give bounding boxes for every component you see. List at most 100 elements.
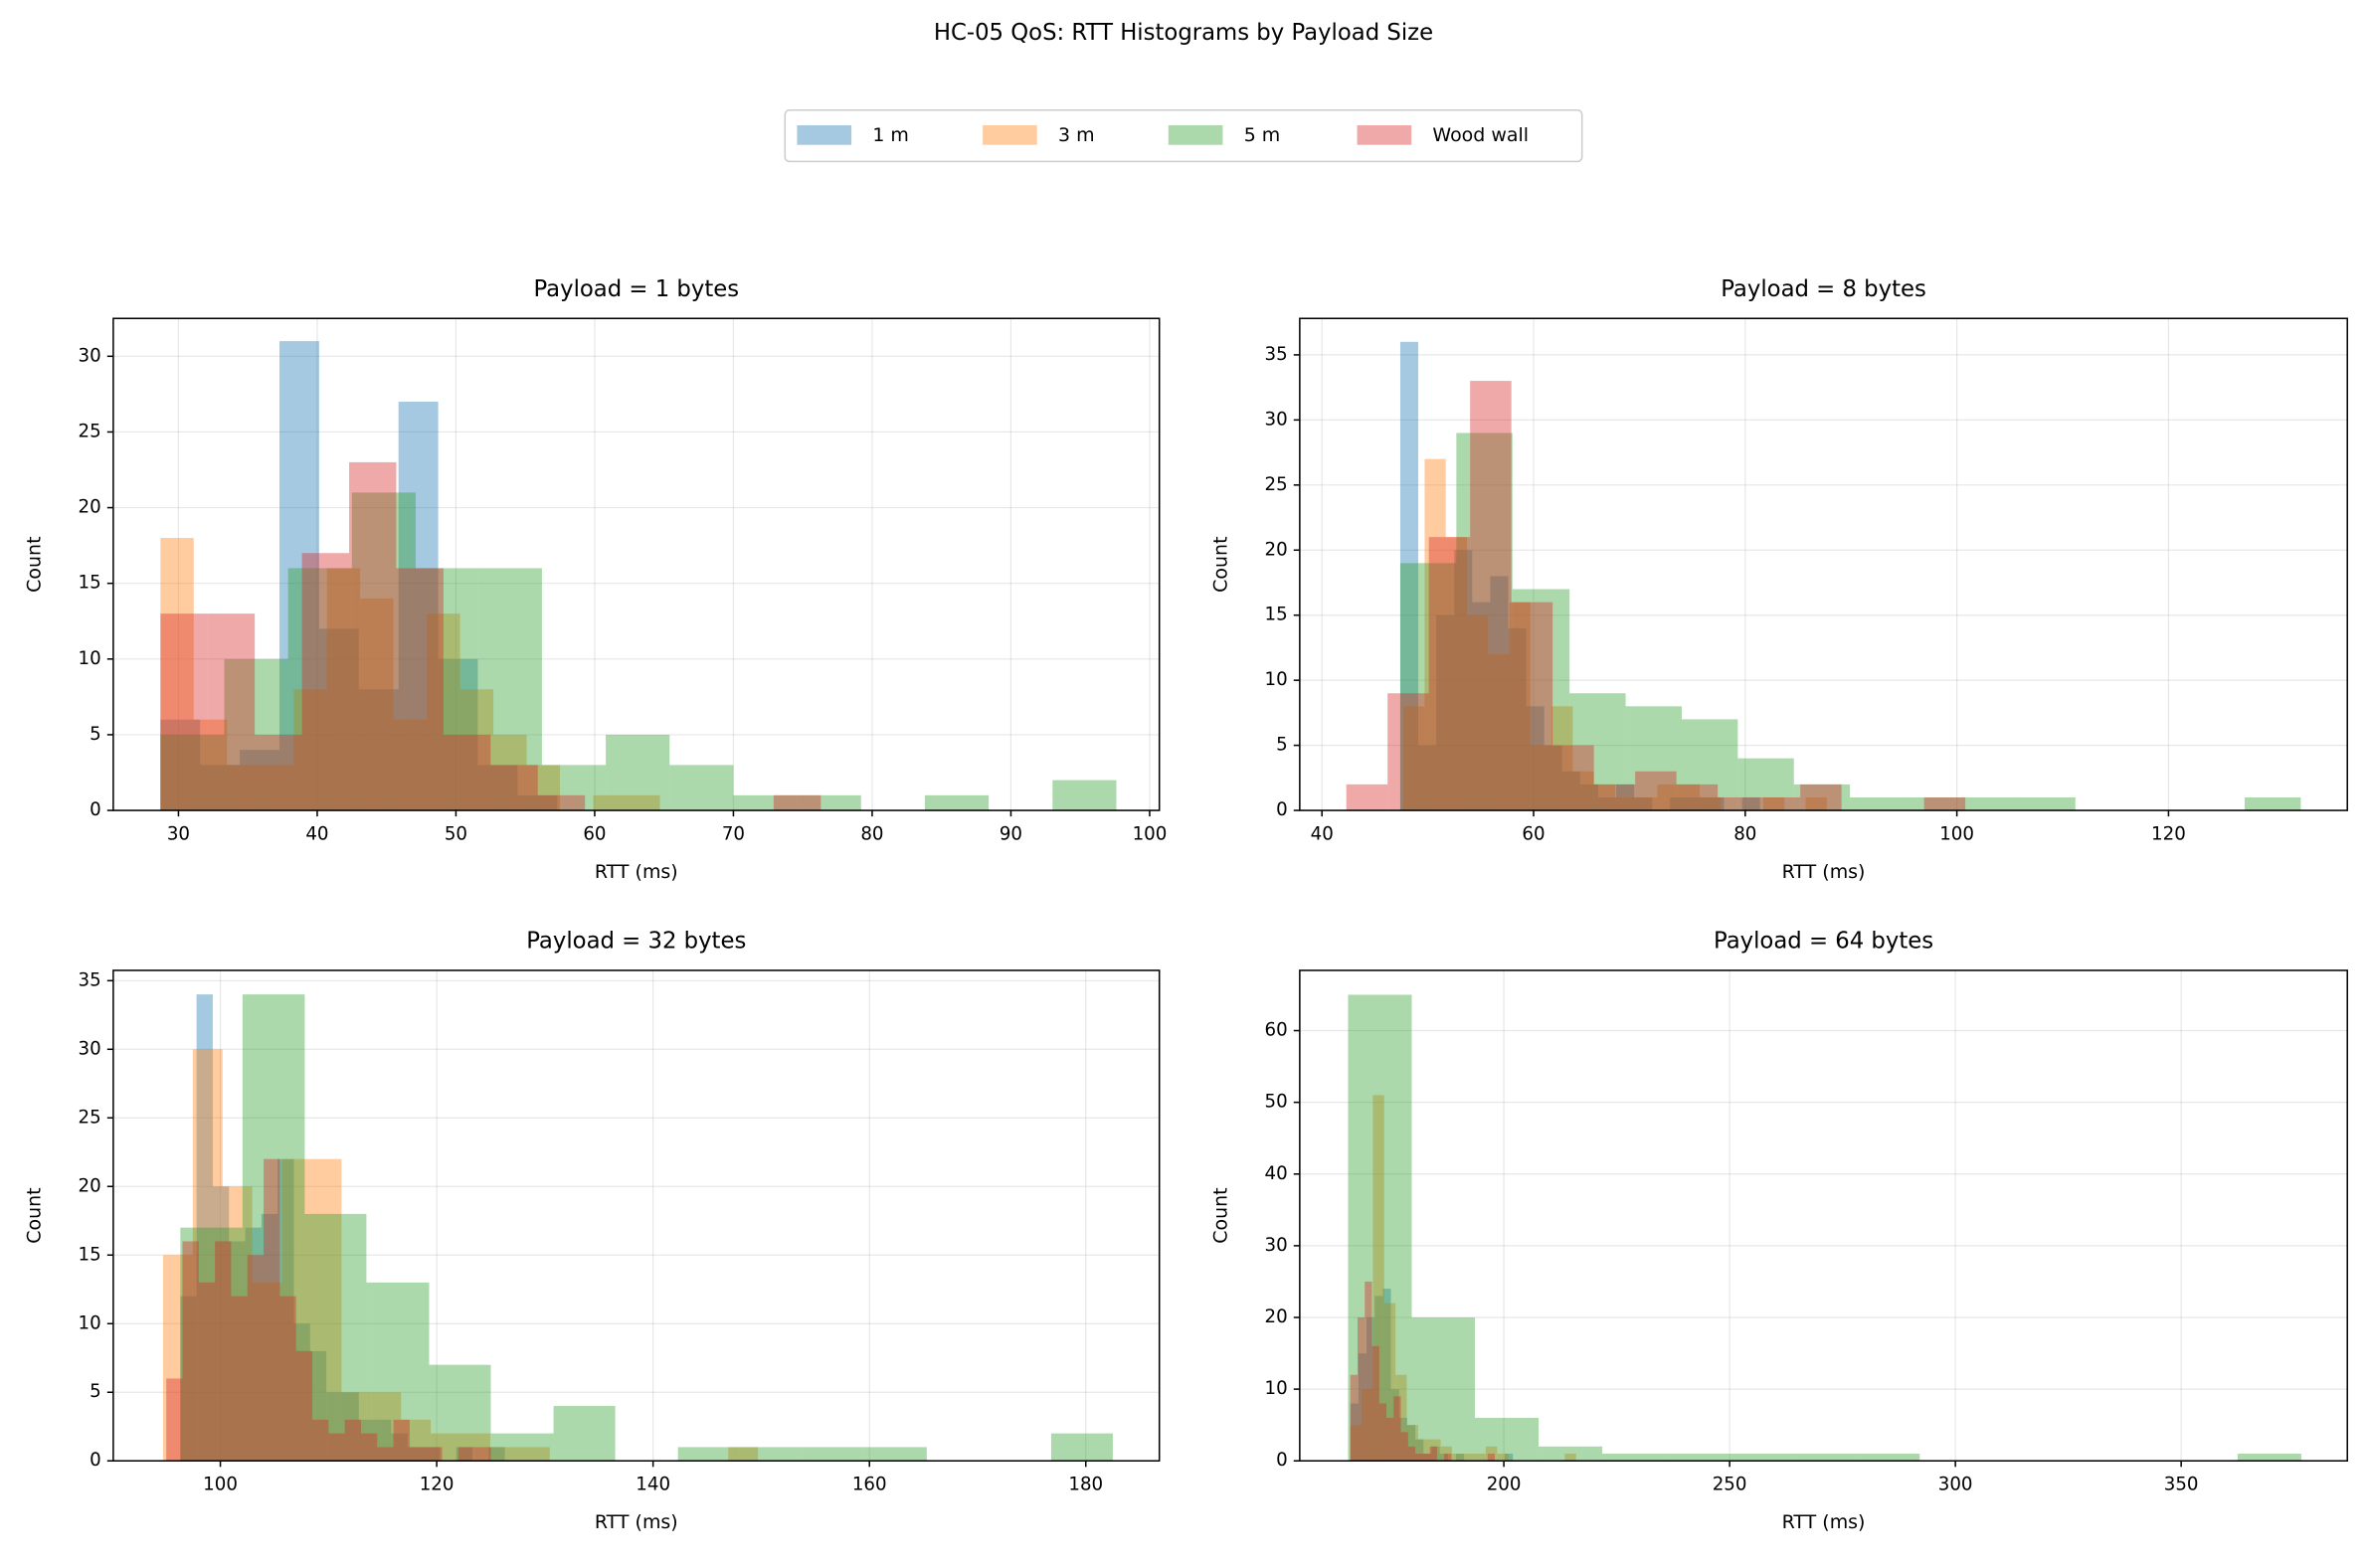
histogram-bar — [1793, 784, 1851, 811]
histogram-bar — [1737, 758, 1794, 811]
histogram-bar — [1463, 1454, 1475, 1462]
legend-label: Wood wall — [1432, 124, 1529, 146]
legend-swatch — [1357, 124, 1412, 145]
histogram-bar — [312, 1419, 329, 1462]
histogram-bar — [1440, 1446, 1452, 1462]
histogram-bar — [1445, 537, 1467, 811]
histogram-bar — [1800, 784, 1842, 811]
x-tick-label: 120 — [2151, 823, 2186, 844]
histogram-bar — [301, 553, 350, 811]
histogram-bar — [242, 994, 305, 1462]
histogram-bar — [293, 1323, 310, 1462]
histogram-bar — [192, 1049, 223, 1462]
y-tick-label: 10 — [79, 648, 101, 669]
histogram-bar — [1792, 1454, 1857, 1462]
histogram-bar — [1436, 614, 1455, 811]
histogram-bar — [245, 1227, 262, 1462]
histogram-bar — [240, 750, 279, 811]
histogram-bar — [351, 492, 416, 811]
histogram-bar — [215, 1241, 232, 1462]
histogram-bar — [1411, 1316, 1476, 1462]
histogram-bar — [1907, 796, 1963, 811]
histogram-bar — [1423, 1454, 1432, 1462]
histogram-bar — [1348, 994, 1412, 1462]
x-tick-label: 160 — [852, 1475, 887, 1495]
x-tick-label: 80 — [1733, 823, 1756, 844]
y-tick-label: 25 — [79, 421, 101, 441]
histogram-bar — [309, 1350, 327, 1462]
histogram-bar — [517, 794, 558, 811]
x-tick-label: 100 — [1939, 823, 1974, 844]
histogram-bar — [287, 568, 352, 811]
y-tick-label: 5 — [90, 1381, 101, 1402]
histogram-bar — [541, 765, 607, 811]
histogram-bar — [264, 1158, 280, 1462]
histogram-bar — [162, 1255, 193, 1462]
histogram-bar — [261, 1213, 278, 1462]
legend-label: 5 m — [1244, 124, 1281, 146]
histogram-bar — [1850, 796, 1908, 811]
histogram-bar — [1366, 1316, 1375, 1462]
histogram-bar — [1399, 341, 1419, 811]
y-tick-label: 30 — [79, 345, 101, 366]
x-tick-label: 40 — [1311, 823, 1334, 844]
histogram-bar — [728, 1447, 759, 1462]
histogram-bar — [477, 568, 542, 811]
histogram-bar — [1512, 589, 1570, 811]
histogram-bar — [391, 1433, 408, 1462]
histogram-bar — [1365, 1281, 1372, 1462]
histogram-bar — [797, 794, 861, 811]
x-tick-label: 300 — [1938, 1475, 1973, 1495]
chart-title: Payload = 64 bytes — [1714, 929, 1933, 955]
histogram-bar — [1561, 771, 1580, 811]
axes-frame — [112, 969, 1161, 1462]
histogram-bar — [279, 1296, 296, 1462]
histogram-bar — [1395, 1374, 1407, 1462]
histogram-bar — [669, 765, 734, 811]
histogram-bar — [341, 1392, 372, 1462]
x-axis-label: RTT (ms) — [1782, 1511, 1866, 1533]
x-axis-label: RTT (ms) — [595, 861, 678, 883]
histogram-bar — [1579, 784, 1598, 811]
histogram-bar — [1358, 1353, 1367, 1462]
histogram-bar — [424, 1447, 441, 1462]
histogram-bar — [443, 734, 491, 811]
x-tick-label: 100 — [1133, 823, 1168, 844]
histogram-bar — [198, 1282, 216, 1462]
histogram-bar — [1424, 458, 1446, 811]
axes-frame — [112, 317, 1161, 811]
y-tick-label: 30 — [1265, 409, 1288, 430]
x-tick-label: 120 — [420, 1475, 455, 1495]
histogram-bar — [401, 1419, 432, 1462]
histogram-bar — [1551, 706, 1573, 811]
histogram-bar — [1472, 602, 1491, 811]
histogram-bar — [231, 1296, 248, 1462]
histogram-bar — [1371, 1345, 1379, 1462]
histogram-bar — [1544, 745, 1562, 811]
histogram-bar — [426, 1447, 443, 1462]
x-tick-label: 60 — [583, 823, 606, 844]
histogram-bar — [260, 765, 294, 811]
legend-swatch — [1168, 124, 1223, 145]
histogram-bar — [459, 689, 494, 811]
legend-label: 1 m — [872, 124, 909, 146]
legend-swatch — [797, 124, 852, 145]
chart-title: Payload = 32 bytes — [526, 929, 746, 955]
histogram-bar — [1597, 796, 1617, 811]
histogram-bar — [1350, 1425, 1363, 1462]
histogram-bar — [1455, 1454, 1465, 1462]
y-tick-label: 25 — [1265, 474, 1288, 495]
histogram-bar — [1569, 693, 1626, 811]
histogram-bar — [415, 568, 478, 811]
y-tick-label: 10 — [1265, 669, 1288, 690]
legend-box — [784, 109, 1583, 163]
histogram-bar — [1485, 1446, 1498, 1462]
histogram-bar — [328, 1433, 345, 1462]
histogram-bar — [160, 719, 201, 811]
histogram-bar — [227, 765, 261, 811]
histogram-bar — [1593, 784, 1615, 811]
histogram-bar — [490, 765, 538, 811]
histogram-bar — [1429, 1439, 1441, 1462]
histogram-bar — [358, 1419, 376, 1462]
histogram-bar — [1526, 706, 1545, 811]
